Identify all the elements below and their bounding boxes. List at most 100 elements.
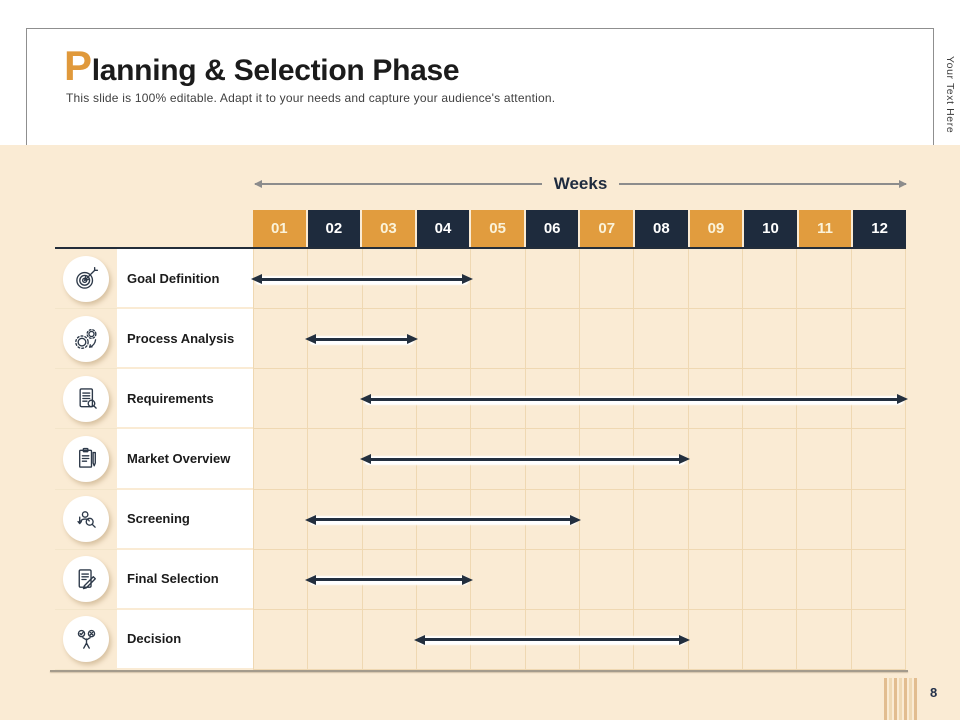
title-rest: lanning & Selection Phase [91,54,460,87]
task-row: Final Selection [55,549,906,610]
footer-stripes-decoration [884,678,917,720]
timeline-cell [471,549,526,610]
timeline-cell [688,609,743,670]
header-frame-border [26,28,934,145]
decision-person-icon [63,616,109,663]
timeline-cell [253,549,309,610]
task-icon-cell [55,369,117,430]
title-initial: P [64,42,92,89]
bar-left-arrowhead-icon [414,634,426,645]
timeline-cell [742,309,798,370]
week-cell: 06 [525,210,579,247]
person-magnifier-icon [63,496,109,543]
gantt-rows: Goal Definition Process Analysis Requireme… [55,249,908,670]
timeline-cell [471,309,526,370]
bar-left-arrowhead-icon [305,334,317,345]
bar-right-arrowhead-icon [461,574,473,585]
timeline-cell [362,609,417,670]
task-row: Requirements [55,369,908,430]
task-row: Process Analysis [55,309,906,370]
task-timeline [253,549,906,610]
bar-left-arrowhead-icon [305,574,317,585]
timeline-cell [525,309,580,370]
task-label: Process Analysis [117,309,253,370]
bar-line [367,397,900,401]
gantt-bar [414,633,691,647]
timeline-cell [253,489,309,550]
timeline-cell [851,489,906,550]
task-timeline [253,489,906,550]
bar-right-arrowhead-icon [570,514,582,525]
timeline-cell [308,609,363,670]
timeline-cell [742,249,798,310]
gantt-bar [305,513,582,527]
timeline-cell [634,249,689,310]
bar-left-arrowhead-icon [305,514,317,525]
task-timeline [253,369,908,430]
task-label: Decision [117,609,253,670]
task-row: Screening [55,489,906,550]
task-row: Market Overview [55,429,906,490]
timeline-cell [634,549,689,610]
timeline-cell [525,549,580,610]
timeline-cell [742,549,798,610]
week-cell: 07 [580,210,634,247]
timeline-cell [308,429,363,490]
bar-line [259,277,465,281]
timeline-cell [797,549,852,610]
task-icon-cell [55,490,117,550]
task-timeline [253,309,906,370]
gantt-bar [359,392,908,406]
task-label: Screening [117,489,253,550]
timeline-cell [579,549,635,610]
week-cell: 09 [689,210,743,247]
task-icon-cell [55,249,117,310]
axis-arrow-right [619,180,907,188]
bar-right-arrowhead-icon [896,394,908,405]
gantt-bar [359,452,691,466]
week-cell: 03 [362,210,415,247]
week-cell: 04 [416,210,470,247]
task-icon-cell [55,610,117,670]
timeline-cell [308,369,363,430]
timeline-cell [797,309,852,370]
week-cell: 11 [798,210,852,247]
gantt-bar [251,272,473,286]
task-icon-cell [55,429,117,490]
timeline-cell [253,369,309,430]
page-title: Planning & Selection Phase [64,42,460,90]
axis-arrow-left [254,180,542,188]
weeks-axis: Weeks [254,171,907,197]
timeline-cell [742,429,798,490]
gantt-bar [305,332,419,346]
table-bottom-border [50,670,908,672]
table-top-border [55,247,906,249]
timeline-cell [688,549,743,610]
timeline-cell [742,489,798,550]
document-pen-icon [63,556,109,603]
right-arrowhead-icon [899,180,907,188]
timeline-cell [579,309,635,370]
bar-right-arrowhead-icon [679,634,691,645]
target-icon [63,255,109,302]
task-timeline [253,429,906,490]
bar-left-arrowhead-icon [251,274,262,285]
task-timeline [253,609,906,670]
timeline-cell [797,489,852,550]
week-cell: 02 [307,210,361,247]
timeline-cell [688,249,743,310]
bar-line [422,638,683,642]
task-label: Goal Definition [117,249,253,310]
week-cell: 08 [635,210,688,247]
task-row: Decision [55,609,906,670]
bar-right-arrowhead-icon [461,274,473,285]
timeline-cell [525,249,580,310]
page-subtitle: This slide is 100% editable. Adapt it to… [66,91,556,105]
week-cell: 05 [471,210,524,247]
timeline-cell [851,249,906,310]
timeline-cell [253,429,309,490]
left-arrowhead-icon [254,180,262,188]
task-label: Market Overview [117,429,253,490]
task-icon-cell [55,309,117,370]
